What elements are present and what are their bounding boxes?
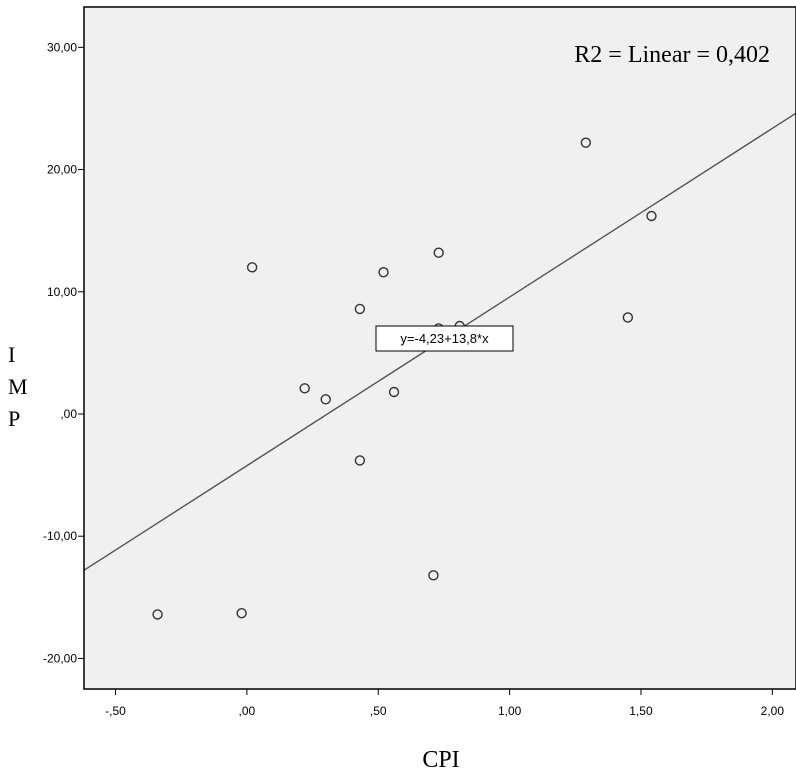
data-point [433,247,444,258]
data-point [646,210,657,222]
x-tick-label: 1,00 [498,704,522,718]
plot-frame [83,6,796,690]
x-tick-label: -,50 [105,704,126,718]
x-axis-label: CPI [422,747,459,773]
equation-box [375,325,514,352]
equation-label: y=-4,23+13,8*x [400,331,489,346]
data-point [388,386,400,398]
data-point [428,570,439,581]
equation-layer: y=-4,23+13,8*x [375,325,514,352]
data-point [378,267,389,278]
y-tick-label: 30,00 [47,40,77,54]
y-tick-label: 10,00 [47,285,77,299]
data-point [580,137,592,148]
data-point [152,609,163,620]
data-point [246,262,258,273]
data-point [622,312,634,323]
x-tick-label: ,00 [239,704,256,718]
r2-annotation: R2 = Linear = 0,402 [574,42,770,68]
x-tick-label: 1,50 [629,704,653,718]
data-point [236,608,247,619]
y-tick-label: 20,00 [47,163,77,177]
x-axis: -,50 ,00 ,50 1,00 1,50 2,00 [105,689,784,718]
data-point [320,394,331,405]
y-tick-label: -10,00 [43,529,77,543]
data-point [299,383,310,394]
data-point [354,455,366,466]
y-tick-label: -20,00 [43,651,77,665]
y-tick-label: ,00 [60,407,77,421]
x-tick-label: ,50 [370,704,387,718]
plot-border [83,6,796,690]
data-point [354,303,366,315]
x-tick-label: 2,00 [761,704,785,718]
y-axis: 30,00 20,00 10,00 ,00 -10,00 -20,00 [43,40,84,665]
